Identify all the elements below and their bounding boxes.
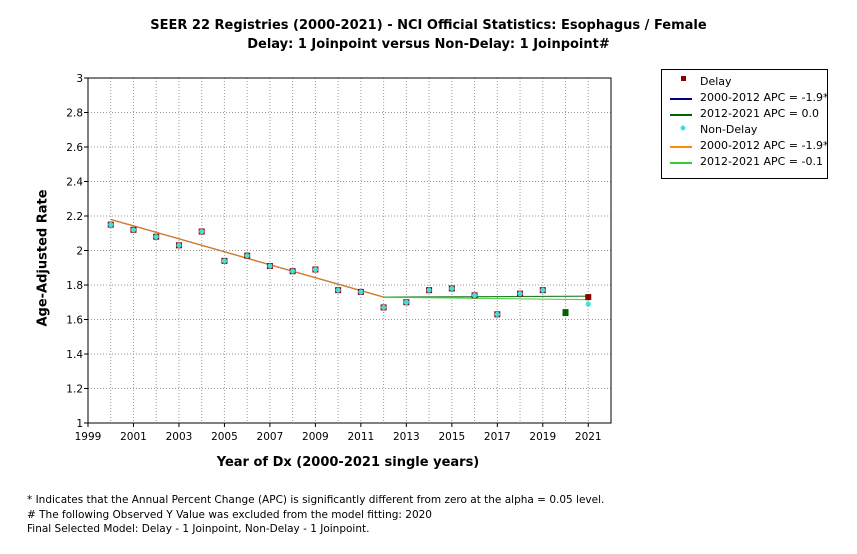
data-point-non-delay [199,228,205,235]
legend-label: 2000-2012 APC = -1.9* [700,139,829,152]
legend-item-non-delay-segment-1: 2000-2012 APC = -1.9* [662,138,829,154]
y-tick-label: 2.2 [66,211,83,223]
y-tick-label: 2.6 [66,142,83,154]
x-tick-label: 2019 [529,431,556,443]
y-axis-label: Age-Adjusted Rate [35,189,51,327]
x-tick-label: 2017 [484,431,511,443]
legend-label: Delay [700,75,732,88]
legend-label: 2000-2012 APC = -1.9* [700,91,829,104]
data-point-excluded [562,309,569,317]
data-point-non-delay [267,263,273,269]
data-point-non-delay [244,253,250,259]
data-point-non-delay [471,292,478,298]
legend-dot-marker [680,125,686,131]
legend-label: 2012-2021 APC = 0.0 [700,107,819,120]
data-point-non-delay [540,287,546,293]
y-tick-label: 2.4 [66,177,83,189]
x-tick-label: 2015 [438,431,465,443]
data-point-non-delay [176,242,182,248]
data-point-non-delay [381,304,387,311]
x-tick-label: 1999 [75,431,102,443]
legend-item-delay: Delay [662,74,827,90]
footnote-significance: * Indicates that the Annual Percent Chan… [27,494,605,506]
data-point-non-delay [403,299,409,305]
footnote-final-model: Final Selected Model: Delay - 1 Joinpoin… [27,523,370,535]
y-tick-label: 1 [76,418,83,430]
chart-subtitle: Delay: 1 Joinpoint versus Non-Delay: 1 J… [247,37,610,52]
data-point-non-delay [290,268,296,274]
series [107,218,592,318]
x-axis-label: Year of Dx (2000-2021 single years) [216,455,480,470]
footnote-excluded-value: # The following Observed Y Value was exc… [27,509,432,521]
data-point-non-delay [585,301,591,307]
legend-item-delay-segment-2: 2012-2021 APC = 0.0 [662,106,827,122]
y-tick-label: 1.6 [66,315,83,327]
x-tick-label: 2007 [257,431,284,443]
legend-item-delay-segment-1: 2000-2012 APC = -1.9* [662,90,829,106]
x-tick-label: 2005 [211,431,238,443]
x-tick-label: 2001 [120,431,147,443]
axes: 1 1.2 1.4 1.6 1.8 2 2.2 2.4 2.6 2.8 3 1999 2001 2003 2… [66,73,601,443]
x-tick-label: 2009 [302,431,329,443]
data-point-non-delay [449,285,455,292]
legend-line-marker [670,146,692,148]
y-tick-label: 3 [76,73,83,85]
y-tick-label: 1.8 [66,280,83,292]
fit-line-segment [383,296,589,301]
legend-label: 2012-2021 APC = -0.1 [700,155,823,168]
grid-lines [88,77,611,424]
data-point-non-delay [108,222,114,228]
legend-item-non-delay-segment-2: 2012-2021 APC = -0.1 [662,154,827,170]
data-point-non-delay [358,289,364,295]
data-point-non-delay [517,291,523,297]
x-tick-label: 2021 [575,431,602,443]
data-point-non-delay [130,227,137,233]
legend-label: Non-Delay [700,123,758,136]
legend-square-marker [681,76,686,81]
data-point-non-delay [153,234,159,240]
data-point-non-delay [221,258,228,264]
legend-line-marker [670,98,692,100]
data-point-non-delay [335,287,341,293]
y-tick-label: 2.8 [66,108,83,120]
chart-title: SEER 22 Registries (2000-2021) - NCI Off… [150,18,707,33]
data-point-non-delay [426,287,432,293]
data-point-delay [585,294,592,301]
legend-line-marker [670,162,692,164]
legend-item-non-delay: Non-Delay [662,122,827,138]
x-tick-label: 2011 [348,431,375,443]
x-tick-label: 2003 [166,431,193,443]
legend: Delay 2000-2012 APC = -1.9* 2012-2021 AP… [661,69,828,179]
x-tick-label: 2013 [393,431,420,443]
data-point-non-delay [494,311,500,317]
y-tick-label: 1.4 [66,349,83,361]
y-tick-label: 2 [76,246,83,258]
y-tick-label: 1.2 [66,384,83,396]
data-point-non-delay [312,266,318,273]
legend-line-marker [670,114,692,116]
